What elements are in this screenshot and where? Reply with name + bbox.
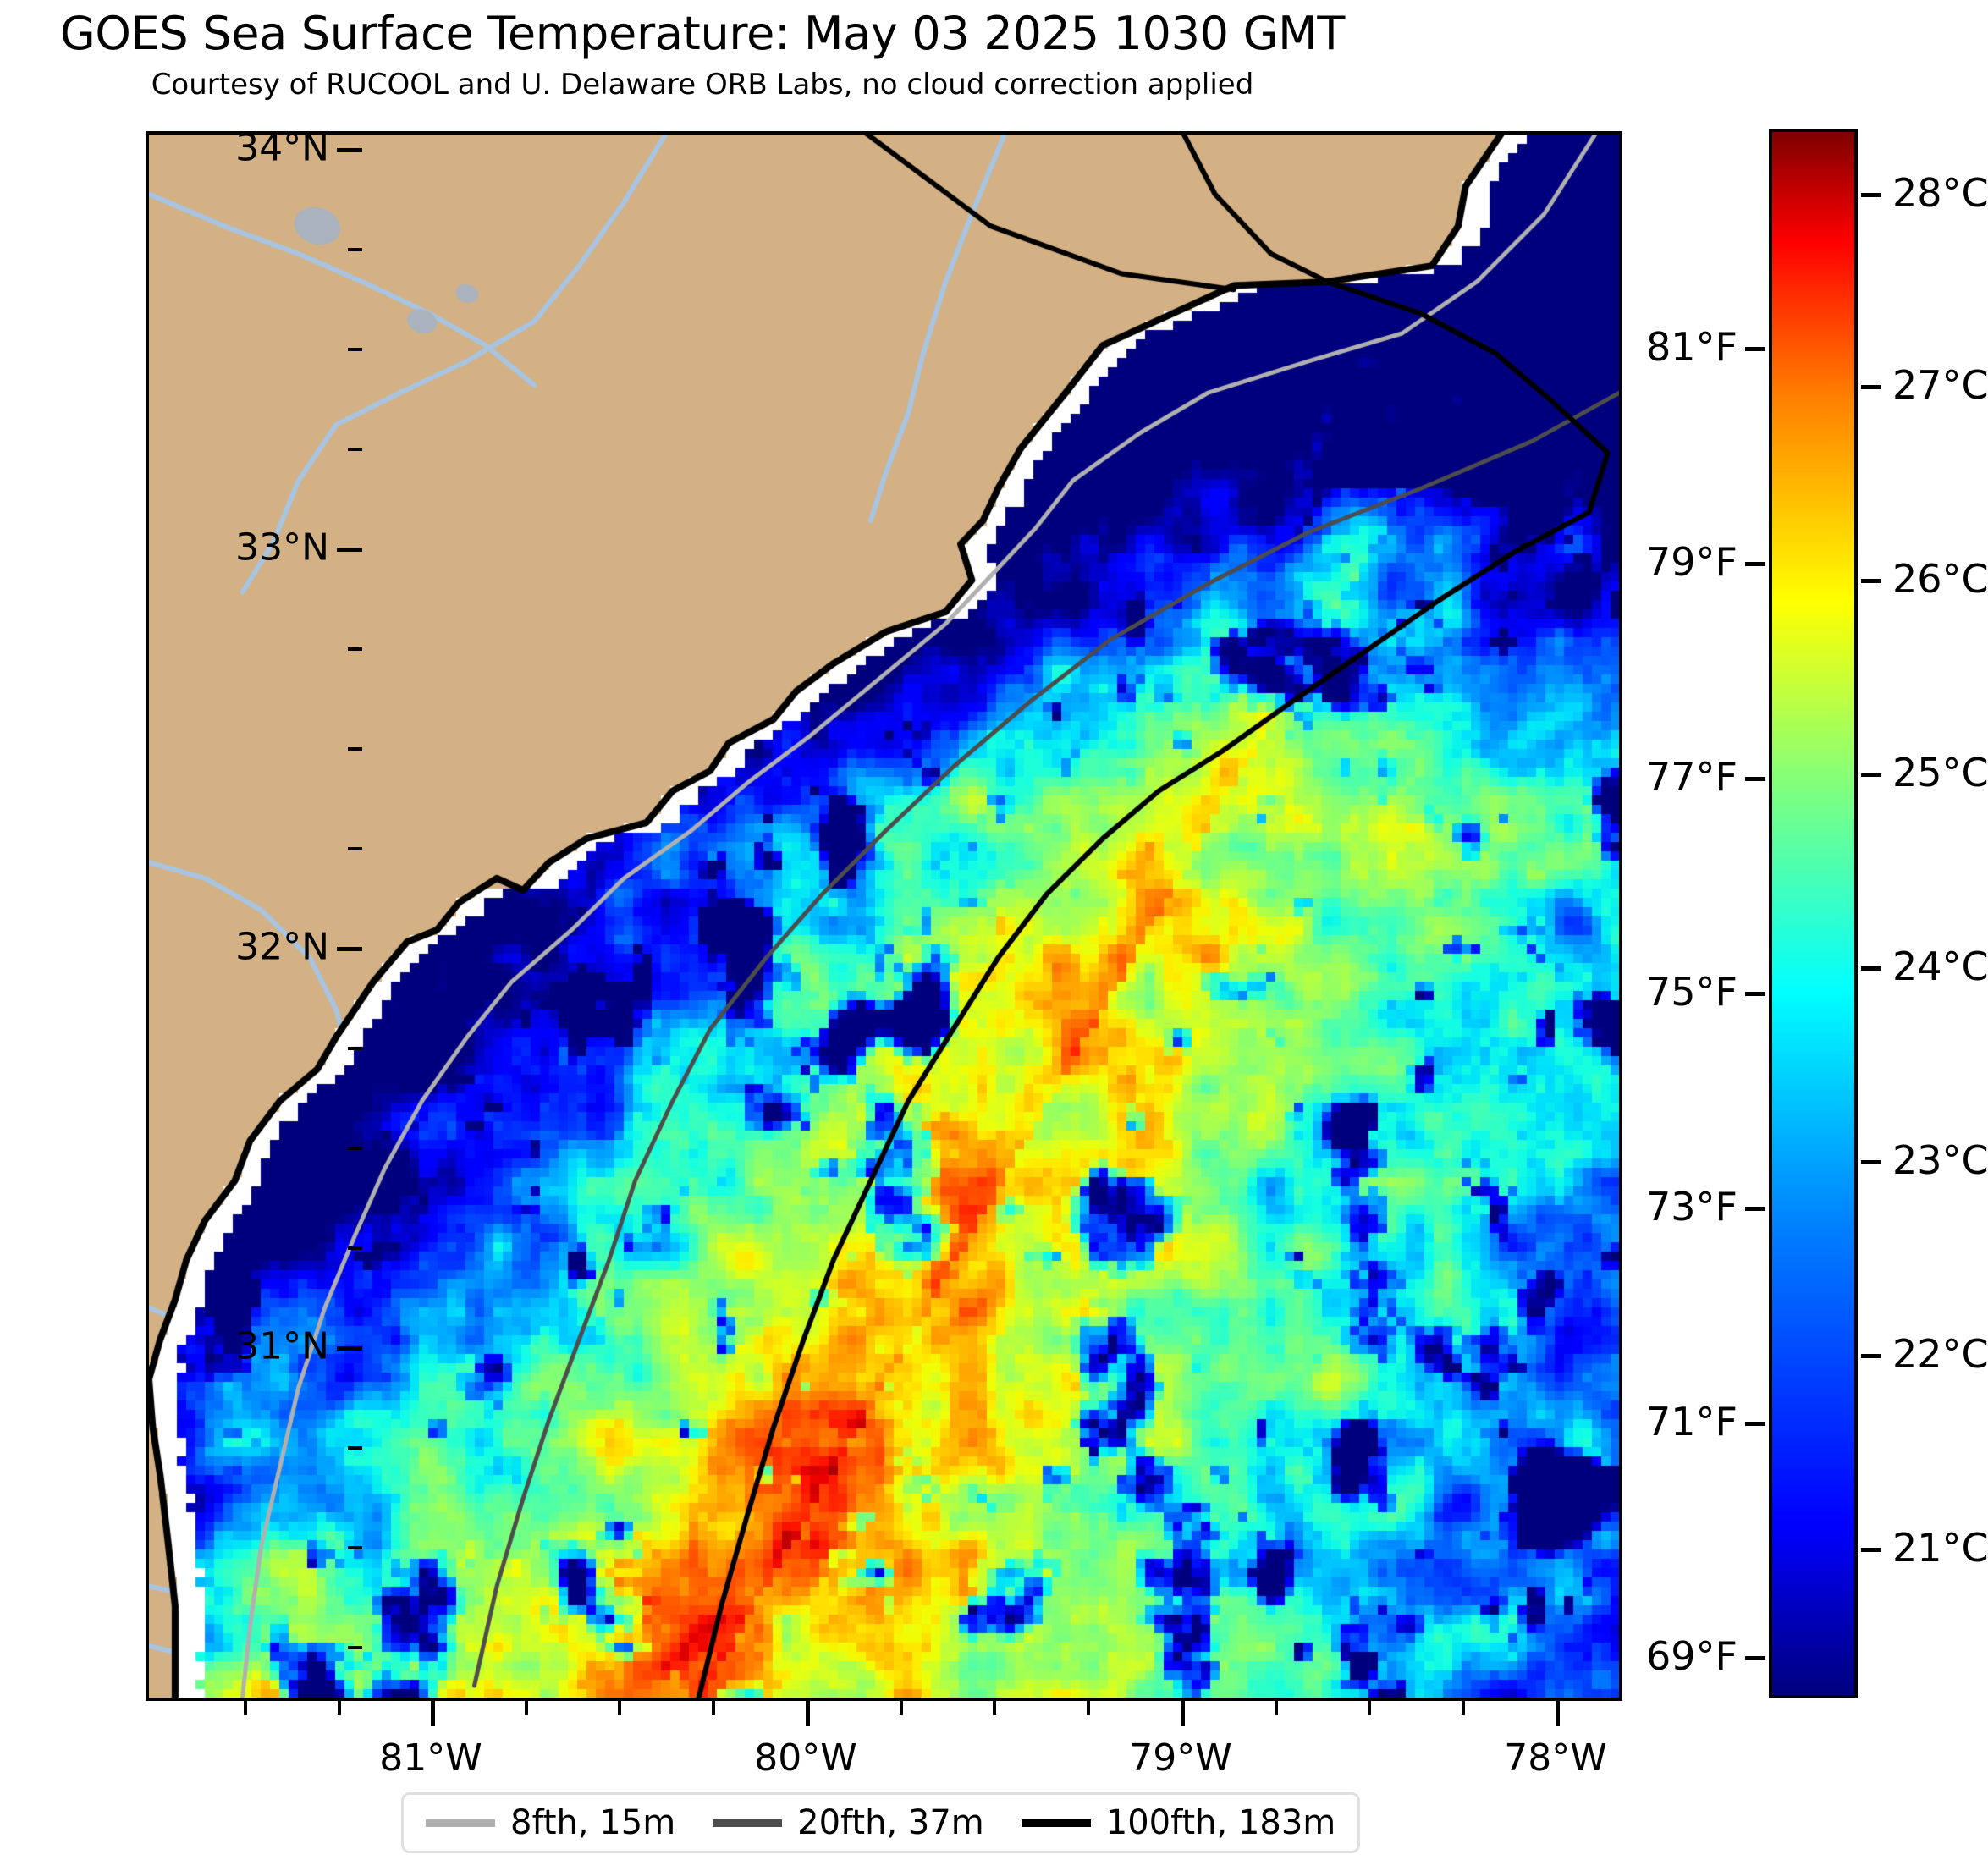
x-tick-minor	[1275, 1701, 1278, 1715]
y-tick-minor	[348, 647, 362, 651]
x-label-80W: 80°W	[754, 1736, 857, 1780]
cbar-label-75F: 75°F	[1646, 969, 1737, 1015]
cbar-label-79F: 79°F	[1646, 539, 1737, 585]
y-tick-minor	[348, 1147, 362, 1150]
y-tick-minor	[348, 448, 362, 451]
cbar-label-28C: 28°C	[1892, 170, 1988, 216]
x-tick-minor	[712, 1701, 715, 1715]
cbar-tick-26C	[1861, 579, 1881, 583]
x-tick-minor	[1462, 1701, 1465, 1715]
cbar-label-81F: 81°F	[1646, 324, 1737, 370]
legend-label-20fth: 20fth, 37m	[797, 1803, 984, 1842]
cbar-tick-28C	[1861, 193, 1881, 197]
cbar-label-77F: 77°F	[1646, 754, 1737, 800]
page-subtitle: Courtesy of RUCOOL and U. Delaware ORB L…	[151, 68, 1254, 102]
cbar-tick-75F	[1745, 992, 1765, 996]
cbar-tick-23C	[1861, 1160, 1881, 1164]
x-tick-minor	[338, 1701, 341, 1715]
x-tick-minor	[244, 1701, 247, 1715]
x-tick-major-80W	[806, 1701, 810, 1726]
cbar-label-21C: 21°C	[1892, 1525, 1988, 1571]
y-tick-major-32N	[337, 947, 362, 951]
legend-label-100fth: 100fth, 183m	[1105, 1803, 1336, 1842]
x-tick-minor	[900, 1701, 903, 1715]
cbar-tick-21C	[1861, 1548, 1881, 1552]
sst-raster	[149, 135, 1619, 1698]
cbar-label-27C: 27°C	[1892, 362, 1988, 408]
y-tick-minor	[348, 1246, 362, 1250]
x-tick-minor	[525, 1701, 528, 1715]
y-label-32N: 32°N	[235, 925, 329, 969]
legend-label-8fth: 8fth, 15m	[510, 1803, 676, 1842]
y-tick-major-34N	[337, 148, 362, 152]
legend-item-8fth: 8fth, 15m	[426, 1803, 675, 1842]
y-tick-minor	[348, 847, 362, 850]
y-label-34N: 34°N	[235, 126, 329, 170]
y-tick-minor	[348, 348, 362, 351]
y-tick-minor	[348, 1546, 362, 1549]
y-tick-minor	[348, 1446, 362, 1450]
cbar-tick-24C	[1861, 966, 1881, 971]
cbar-label-22C: 22°C	[1892, 1331, 1988, 1377]
bathymetry-legend: 8fth, 15m 20fth, 37m 100fth, 183m	[401, 1792, 1361, 1853]
cbar-tick-25C	[1861, 773, 1881, 777]
cbar-label-73F: 73°F	[1646, 1184, 1737, 1230]
y-tick-major-31N	[337, 1346, 362, 1351]
cbar-label-23C: 23°C	[1892, 1137, 1988, 1183]
cbar-label-26C: 26°C	[1892, 556, 1988, 602]
temperature-colorbar[interactable]	[1769, 129, 1858, 1698]
sst-map-plot-area[interactable]	[146, 131, 1622, 1701]
x-label-81W: 81°W	[379, 1736, 482, 1780]
cbar-label-69F: 69°F	[1646, 1633, 1737, 1679]
y-tick-minor	[348, 747, 362, 751]
cbar-tick-27C	[1861, 385, 1881, 389]
cbar-tick-77F	[1745, 777, 1765, 781]
x-label-79W: 79°W	[1129, 1736, 1232, 1780]
x-tick-minor	[618, 1701, 621, 1715]
cbar-tick-73F	[1745, 1207, 1765, 1211]
cbar-tick-69F	[1745, 1656, 1765, 1660]
cbar-label-25C: 25°C	[1892, 750, 1988, 795]
legend-item-100fth: 100fth, 183m	[1021, 1803, 1336, 1842]
cbar-tick-81F	[1745, 347, 1765, 351]
x-tick-minor	[1368, 1701, 1371, 1715]
legend-line-20fth	[713, 1819, 783, 1827]
cbar-tick-71F	[1745, 1422, 1765, 1426]
y-tick-major-33N	[337, 548, 362, 552]
y-tick-minor	[348, 1047, 362, 1050]
y-tick-minor	[348, 248, 362, 251]
x-label-78W: 78°W	[1504, 1736, 1607, 1780]
cbar-tick-22C	[1861, 1354, 1881, 1358]
legend-item-20fth: 20fth, 37m	[713, 1803, 984, 1842]
x-tick-major-81W	[431, 1701, 435, 1726]
y-label-33N: 33°N	[235, 526, 329, 570]
x-tick-minor	[993, 1701, 996, 1715]
x-tick-major-79W	[1181, 1701, 1185, 1726]
cbar-tick-79F	[1745, 562, 1765, 566]
y-tick-minor	[348, 1646, 362, 1649]
page-title: GOES Sea Surface Temperature: May 03 202…	[59, 7, 1346, 60]
legend-line-8fth	[426, 1819, 495, 1827]
x-tick-major-78W	[1556, 1701, 1560, 1726]
x-tick-minor	[1087, 1701, 1090, 1715]
cbar-label-24C: 24°C	[1892, 944, 1988, 989]
cbar-label-71F: 71°F	[1646, 1399, 1737, 1445]
y-label-31N: 31°N	[235, 1324, 329, 1368]
legend-line-100fth	[1021, 1819, 1091, 1827]
